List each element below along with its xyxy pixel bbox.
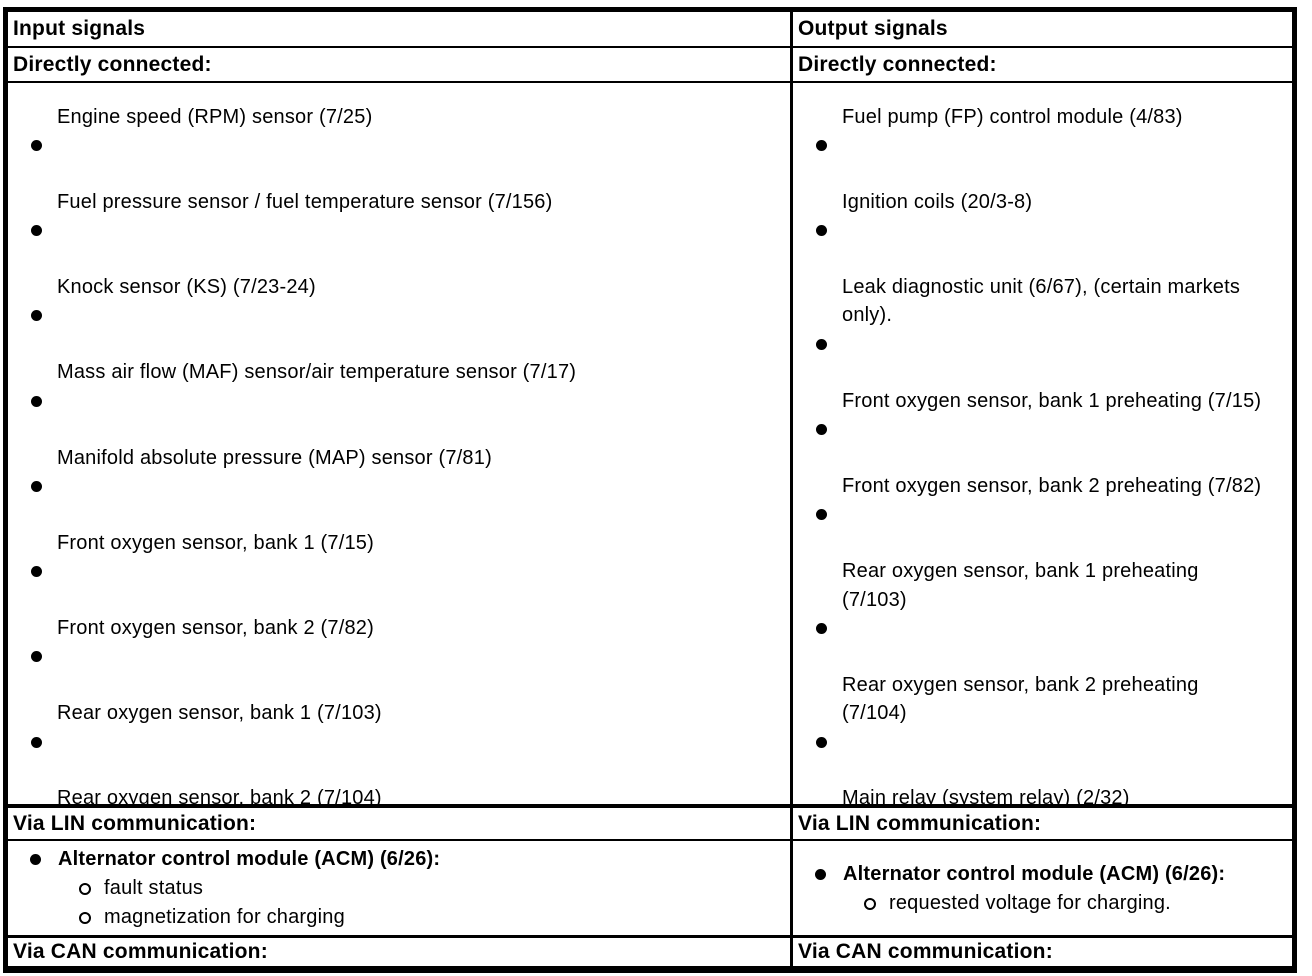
- list-item-text: Manifold absolute pressure (MAP) sensor …: [57, 446, 492, 469]
- circle-icon: [79, 883, 91, 895]
- list-item-text: Rear oxygen sensor, bank 1 preheating (7…: [842, 560, 1199, 611]
- output-signal-list-cell: Air conditioning (A/C) relay (2/22) Air …: [793, 81, 1292, 804]
- bullet-icon: [31, 480, 42, 492]
- list-item: Knock sensor (KS) (7/23-24): [8, 216, 787, 301]
- input-via-lin-label: Via LIN communication:: [13, 811, 257, 835]
- sub-list-item-text: fault status: [104, 877, 204, 899]
- output-signal-list: Air conditioning (A/C) relay (2/22) Air …: [793, 83, 1292, 804]
- output-lin-item-label: Alternator control module (ACM) (6/26):: [843, 862, 1226, 885]
- output-lin-content-cell: Alternator control module (ACM) (6/26): …: [793, 839, 1292, 935]
- list-item: Front oxygen sensor, bank 2 preheating (…: [793, 415, 1292, 500]
- list-item: Front oxygen sensor, bank 1 preheating (…: [793, 330, 1292, 415]
- input-lin-sub-list: fault status magnetization for charging: [8, 874, 790, 932]
- input-directly-connected-label: Directly connected:: [13, 52, 212, 76]
- sub-list-item-text: requested voltage for charging.: [889, 891, 1171, 914]
- list-item: Engine speed (RPM) sensor (7/25): [8, 83, 787, 131]
- bullet-icon: [816, 736, 827, 748]
- bullet-icon: [31, 651, 42, 663]
- list-item-text: Fuel pressure sensor / fuel temperature …: [57, 190, 553, 213]
- list-item-text: Fuel pump (FP) control module (4/83): [842, 105, 1183, 128]
- list-item-text: Rear oxygen sensor, bank 1 (7/103): [57, 702, 382, 725]
- list-item: Fuel pressure sensor / fuel temperature …: [8, 131, 787, 216]
- input-lin-content-cell: Alternator control module (ACM) (6/26): …: [8, 839, 793, 935]
- list-item: Rear oxygen sensor, bank 1 preheating (7…: [793, 500, 1292, 614]
- bullet-icon: [31, 566, 42, 578]
- list-item: Main relay (system relay) (2/32): [793, 728, 1292, 804]
- input-signals-header: Input signals: [13, 17, 146, 40]
- input-signal-list: Air conditioning (A/C) pressure sensor (…: [8, 83, 790, 804]
- output-directly-connected-header-cell: Directly connected:: [793, 46, 1292, 81]
- output-via-lin-header-cell: Via LIN communication:: [793, 804, 1292, 839]
- list-item-text: Rear oxygen sensor, bank 2 preheating (7…: [842, 673, 1199, 725]
- list-item: Rear oxygen sensor, bank 1 (7/103): [8, 642, 787, 727]
- list-item-text: Leak diagnostic unit (6/67), (certain ma…: [842, 276, 1241, 327]
- output-directly-connected-label: Directly connected:: [798, 52, 997, 76]
- list-item-text: Front oxygen sensor, bank 1 (7/15): [57, 531, 374, 554]
- bullet-icon: [816, 140, 827, 152]
- bullet-icon: [31, 736, 42, 748]
- list-item-text: Front oxygen sensor, bank 1 preheating (…: [842, 389, 1262, 412]
- list-item: Manifold absolute pressure (MAP) sensor …: [8, 387, 787, 472]
- list-item-text: Ignition coils (20/3-8): [842, 190, 1033, 213]
- sub-list-item: magnetization for charging: [8, 903, 790, 932]
- sub-list-item-text: magnetization for charging: [104, 906, 345, 928]
- input-signals-header-cell: Input signals: [8, 12, 793, 46]
- list-item-text: Mass air flow (MAF) sensor/air temperatu…: [57, 361, 577, 384]
- circle-icon: [79, 912, 91, 924]
- bullet-icon: [816, 622, 827, 634]
- bullet-icon: [816, 424, 827, 436]
- list-item: Fuel pump (FP) control module (4/83): [793, 83, 1292, 131]
- list-item: Leak diagnostic unit (6/67), (certain ma…: [793, 216, 1292, 330]
- input-via-can-label: Via CAN communication:: [13, 940, 268, 963]
- input-directly-connected-header-cell: Directly connected:: [8, 46, 793, 81]
- circle-icon: [864, 897, 876, 910]
- list-item-text: Front oxygen sensor, bank 2 (7/82): [57, 616, 374, 639]
- bullet-icon: [30, 854, 41, 865]
- bullet-icon: [31, 395, 42, 407]
- bullet-icon: [31, 310, 42, 322]
- output-via-lin-label: Via LIN communication:: [798, 811, 1042, 835]
- list-item-text: Knock sensor (KS) (7/23-24): [57, 276, 316, 299]
- output-lin-sub-list: requested voltage for charging.: [793, 889, 1292, 918]
- list-item-text: Main relay (system relay) (2/32): [842, 787, 1130, 804]
- bullet-icon: [815, 868, 826, 880]
- list-item: Rear oxygen sensor, bank 2 (7/104): [8, 728, 787, 804]
- list-item: Mass air flow (MAF) sensor/air temperatu…: [8, 301, 787, 386]
- output-signals-header-cell: Output signals: [793, 12, 1292, 46]
- list-item: Rear oxygen sensor, bank 2 preheating (7…: [793, 614, 1292, 728]
- output-lin-item: Alternator control module (ACM) (6/26):: [793, 859, 1292, 889]
- input-via-lin-header-cell: Via LIN communication:: [8, 804, 793, 839]
- output-via-can-label: Via CAN communication:: [798, 940, 1053, 963]
- output-signals-header: Output signals: [798, 17, 948, 40]
- bullet-icon: [816, 225, 827, 237]
- input-via-can-header-cell: Via CAN communication:: [8, 935, 793, 966]
- output-via-can-header-cell: Via CAN communication:: [793, 935, 1292, 966]
- input-lin-item: Alternator control module (ACM) (6/26):: [8, 844, 790, 874]
- list-item-text: Engine speed (RPM) sensor (7/25): [57, 105, 373, 128]
- input-lin-item-label: Alternator control module (ACM) (6/26):: [58, 848, 441, 870]
- list-item: Front oxygen sensor, bank 2 (7/82): [8, 557, 787, 642]
- sub-list-item: requested voltage for charging.: [793, 889, 1292, 918]
- bullet-icon: [31, 225, 42, 237]
- sub-list-item: fault status: [8, 874, 790, 903]
- input-signal-list-cell: Air conditioning (A/C) pressure sensor (…: [8, 81, 793, 804]
- list-item: Front oxygen sensor, bank 1 (7/15): [8, 472, 787, 557]
- bullet-icon: [816, 509, 827, 521]
- bullet-icon: [816, 338, 827, 350]
- signals-table-grid: Input signals Output signals Directly co…: [8, 12, 1292, 966]
- bullet-icon: [31, 140, 42, 152]
- list-item-text: Rear oxygen sensor, bank 2 (7/104): [57, 787, 382, 804]
- list-item: Ignition coils (20/3-8): [793, 131, 1292, 216]
- list-item-text: Front oxygen sensor, bank 2 preheating (…: [842, 474, 1262, 497]
- signals-table: Input signals Output signals Directly co…: [3, 7, 1297, 973]
